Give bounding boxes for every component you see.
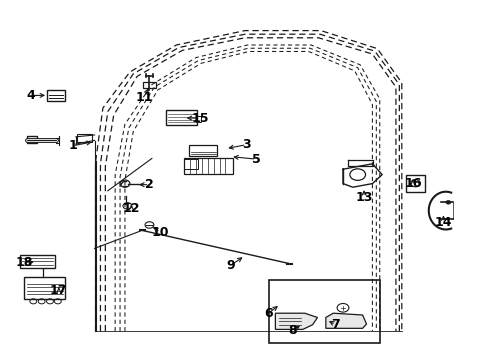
Bar [47, 90, 65, 101]
Text: 7: 7 [331, 318, 340, 331]
Text: 6: 6 [264, 307, 273, 320]
Bar [269, 280, 380, 343]
Polygon shape [275, 313, 318, 329]
Text: 2: 2 [145, 178, 154, 191]
Bar [166, 110, 197, 125]
Text: 11: 11 [136, 91, 153, 104]
Circle shape [446, 201, 451, 204]
Text: 12: 12 [122, 202, 140, 215]
Text: 8: 8 [289, 324, 297, 337]
Bar [196, 116, 201, 122]
Text: 3: 3 [242, 138, 251, 151]
Text: 17: 17 [50, 284, 68, 297]
Text: 14: 14 [435, 216, 452, 229]
Text: 15: 15 [191, 112, 209, 125]
Text: 5: 5 [252, 153, 261, 166]
Bar [77, 134, 92, 142]
Text: 16: 16 [404, 177, 422, 190]
Text: 9: 9 [226, 259, 235, 272]
Text: 10: 10 [151, 226, 169, 239]
Bar [184, 158, 233, 174]
Bar [406, 175, 425, 192]
Bar [184, 159, 198, 169]
Text: 13: 13 [355, 191, 373, 204]
Text: 1: 1 [68, 139, 77, 152]
Text: 4: 4 [26, 89, 35, 102]
Bar [20, 255, 55, 268]
Bar [189, 145, 217, 156]
Text: 18: 18 [16, 256, 33, 269]
Bar [143, 82, 156, 88]
Polygon shape [326, 313, 367, 328]
Bar [24, 277, 65, 299]
